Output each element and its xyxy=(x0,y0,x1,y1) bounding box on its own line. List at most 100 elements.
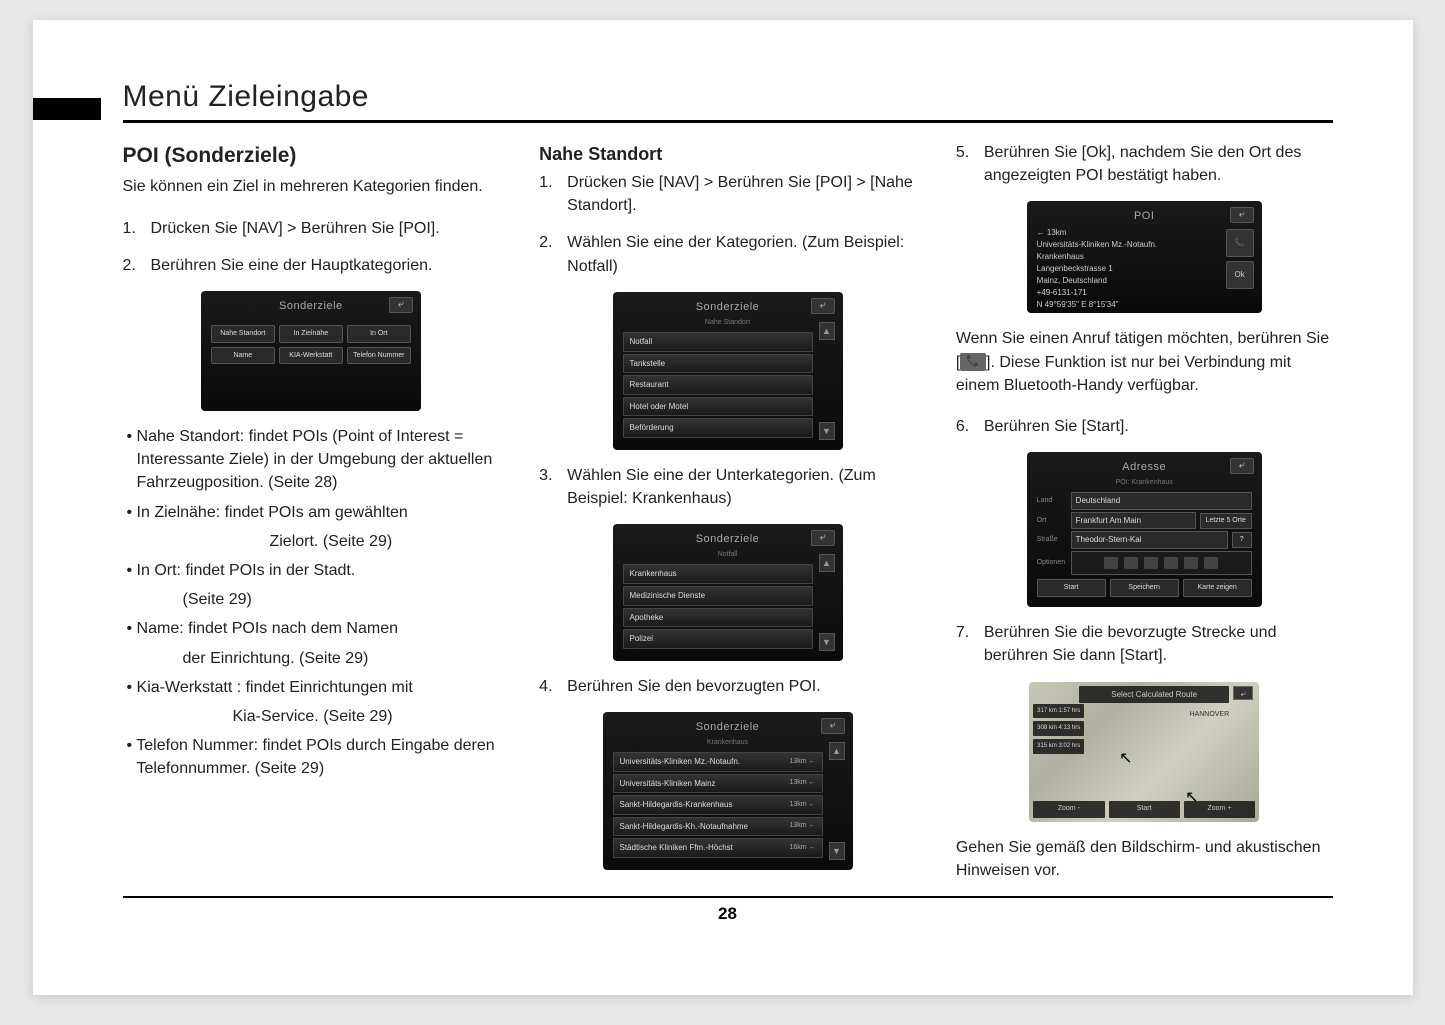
option-icons xyxy=(1076,554,1247,572)
poi-distance: 13km ← xyxy=(789,821,815,831)
column-2: Nahe Standort 1. Drücken Sie [NAV] > Ber… xyxy=(539,141,916,884)
step-number: 7. xyxy=(956,621,984,667)
poi-category: Krankenhaus xyxy=(1037,251,1216,263)
col2-step-3: 3. Wählen Sie eine der Unterkategorien. … xyxy=(539,464,916,510)
back-icon: ⤶ xyxy=(389,297,413,313)
screen-title: Adresse xyxy=(1037,460,1252,476)
list-item: Universitäts-Kliniken Mainz 13km ← xyxy=(613,774,823,794)
screenshot-route-map: Select Calculated Route ⤶ 317 km 1:57 hr… xyxy=(1029,682,1259,822)
screen-subtitle: Krankenhaus xyxy=(613,738,843,748)
poi-heading: POI (Sonderziele) xyxy=(123,141,500,171)
route-chip: 308 km 4:13 hrs xyxy=(1033,721,1084,736)
scroll-arrows: ▲ ▼ xyxy=(819,554,835,650)
cat-telefon-nummer: Telefon Nummer xyxy=(347,347,411,365)
option-icon xyxy=(1164,557,1178,569)
option-icon xyxy=(1104,557,1118,569)
poi-intro: Sie können ein Ziel in mehreren Kategori… xyxy=(123,175,500,198)
screenshot-categories: ⤶ Sonderziele Nahe Standort Notfall Tank… xyxy=(613,292,843,450)
route-chip: 317 km 1:57 hrs xyxy=(1033,704,1084,719)
screenshot-results: ⤶ Sonderziele Krankenhaus Universitäts-K… xyxy=(603,712,853,870)
list-item: Sankt-Hildegardis-Kh.-Notaufnahme13km ← xyxy=(613,817,823,837)
label-ort: Ort xyxy=(1037,516,1067,526)
category-descriptions: Nahe Standort: findet POIs (Point of Int… xyxy=(123,425,500,780)
map-city-label: HANNOVER xyxy=(1189,710,1229,720)
poi-phone: +49-6131-171 xyxy=(1037,287,1216,299)
screen-title: Sonderziele xyxy=(613,720,843,736)
scroll-down-icon: ▼ xyxy=(819,422,835,440)
list-item: Apotheke xyxy=(623,608,813,628)
poi-name: Universitäts-Kliniken Mainz xyxy=(620,778,716,790)
poi-distance: 13km ← xyxy=(789,800,815,810)
list-item: Notfall xyxy=(623,332,813,352)
option-icon xyxy=(1184,557,1198,569)
list-item: Polizei xyxy=(623,629,813,649)
step-number: 1. xyxy=(539,171,567,217)
column-1: POI (Sonderziele) Sie können ein Ziel in… xyxy=(123,141,500,884)
bullet-nahe-standort: Nahe Standort: findet POIs (Point of Int… xyxy=(123,425,500,495)
screen-title: Sonderziele xyxy=(211,299,411,315)
poi-coords: N 49°59'35" E 8°15'34" xyxy=(1037,299,1216,311)
step-text: Wählen Sie eine der Unterkategorien. (Zu… xyxy=(567,464,916,510)
page-title: Menü Zieleingabe xyxy=(123,80,1333,123)
back-icon: ⤶ xyxy=(811,298,835,314)
label-optionen: Optionen xyxy=(1037,558,1067,568)
option-icon xyxy=(1144,557,1158,569)
poi-distance: 13km ← xyxy=(789,778,815,788)
list-item: Beförderung xyxy=(623,418,813,438)
scroll-arrows: ▲ ▼ xyxy=(819,322,835,440)
manual-page: Menü Zieleingabe POI (Sonderziele) Sie k… xyxy=(33,20,1413,995)
route-chip: 315 km 3:02 hrs xyxy=(1033,739,1084,754)
col3-step-7: 7. Berühren Sie die bevorzugte Strecke u… xyxy=(956,621,1333,667)
step-text: Berühren Sie [Start]. xyxy=(984,415,1333,438)
step-text: Wählen Sie eine der Kategorien. (Zum Bei… xyxy=(567,231,916,277)
cat-in-zielnaehe: In Zielnähe xyxy=(279,325,343,343)
call-button: 📞 xyxy=(1226,229,1254,257)
value-strasse: Theodor-Stern-Kai xyxy=(1071,531,1228,549)
col2-step-2: 2. Wählen Sie eine der Kategorien. (Zum … xyxy=(539,231,916,277)
step-text: Drücken Sie [NAV] > Berühren Sie [POI]. xyxy=(151,217,500,240)
step-number: 3. xyxy=(539,464,567,510)
cat-in-ort: In Ort xyxy=(347,325,411,343)
list-item: Städtische Kliniken Ffm.-Höchst16km ← xyxy=(613,838,823,858)
step-number: 5. xyxy=(956,141,984,187)
bullet-name: Name: findet POIs nach dem Namen xyxy=(123,617,500,640)
step-number: 2. xyxy=(539,231,567,277)
col1-step-1: 1. Drücken Sie [NAV] > Berühren Sie [POI… xyxy=(123,217,500,240)
step-text: Berühren Sie [Ok], nachdem Sie den Ort d… xyxy=(984,141,1333,187)
col2-step-1: 1. Drücken Sie [NAV] > Berühren Sie [POI… xyxy=(539,171,916,217)
bluetooth-note: Wenn Sie einen Anruf tätigen möchten, be… xyxy=(956,327,1333,397)
help-button: ? xyxy=(1232,532,1252,548)
list-item: Sankt-Hildegardis-Krankenhaus 13km ← xyxy=(613,795,823,815)
back-icon: ⤶ xyxy=(821,718,845,734)
cat-nahe-standort: Nahe Standort xyxy=(211,325,275,343)
col2-step-4: 4. Berühren Sie den bevorzugten POI. xyxy=(539,675,916,698)
step-number: 1. xyxy=(123,217,151,240)
list-item: Universitäts-Kliniken Mz.-Notaufn. 13km ← xyxy=(613,752,823,772)
nahe-standort-heading: Nahe Standort xyxy=(539,141,916,167)
ok-button: Ok xyxy=(1226,261,1254,289)
poi-name: Universitäts-Kliniken Mz.-Notaufn. xyxy=(620,756,740,768)
start-button: Start xyxy=(1037,579,1106,597)
screenshot-address: ⤶ Adresse POI: Krankenhaus LandDeutschla… xyxy=(1027,452,1262,607)
screenshot-main-categories: ⤶ Sonderziele Nahe Standort In Zielnähe … xyxy=(201,291,421,411)
letzte-orte-button: Letzte 5 Orte xyxy=(1200,513,1252,529)
bullet-cont: Zielort. (Seite 29) xyxy=(123,530,500,553)
step-text: Drücken Sie [NAV] > Berühren Sie [POI] >… xyxy=(567,171,916,217)
note-text-post: ]. Diese Funktion ist nur bei Verbindung… xyxy=(956,354,1291,394)
poi-distance: 13km ← xyxy=(789,757,815,767)
scroll-down-icon: ▼ xyxy=(829,842,845,860)
bullet-cont: Kia-Service. (Seite 29) xyxy=(123,705,500,728)
zoom-in-button: Zoom + xyxy=(1184,801,1255,817)
screen-title: Sonderziele xyxy=(623,532,833,548)
poi-name: Sankt-Hildegardis-Krankenhaus xyxy=(620,799,733,811)
screen-subtitle: Nahe Standort xyxy=(623,318,833,328)
step-text: Berühren Sie eine der Hauptkategorien. xyxy=(151,254,500,277)
back-icon: ⤶ xyxy=(1230,207,1254,223)
bullet-zielnaehe: In Zielnähe: findet POIs am gewählten xyxy=(123,501,500,524)
bullet-cont: (Seite 29) xyxy=(123,588,500,611)
list-item: Medizinische Dienste xyxy=(623,586,813,606)
step-number: 4. xyxy=(539,675,567,698)
value-ort: Frankfurt Am Main xyxy=(1071,512,1196,530)
route-options: 317 km 1:57 hrs 308 km 4:13 hrs 315 km 3… xyxy=(1033,704,1084,754)
bullet-cont: der Einrichtung. (Seite 29) xyxy=(123,647,500,670)
